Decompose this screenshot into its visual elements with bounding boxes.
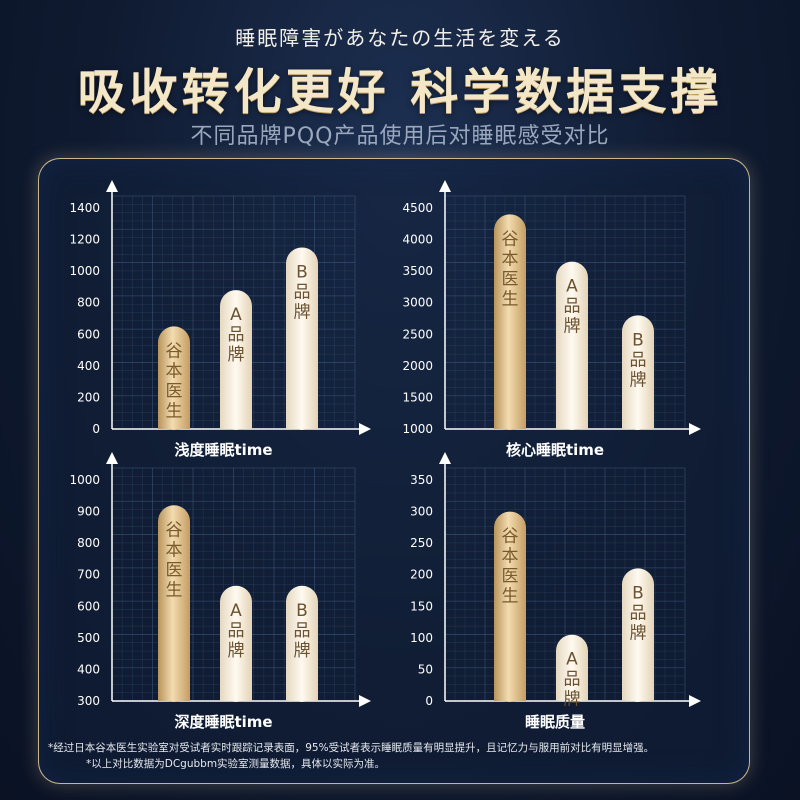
y-tick-label: 200: [410, 568, 433, 582]
page-subtitle: 不同品牌PQQ产品使用后对睡眠感受对比: [190, 124, 610, 149]
y-tick-label: 400: [77, 359, 100, 373]
y-tick-label: 0: [92, 422, 100, 436]
bar-base: [286, 685, 318, 701]
bar-base: [220, 413, 252, 429]
page-kicker: 睡眠障害があなたの生活を変える: [235, 26, 565, 50]
chart-title: 核心睡眠time: [506, 441, 604, 459]
y-tick-label: 1500: [402, 390, 433, 404]
y-tick-label: 300: [410, 505, 433, 519]
y-tick-label: 350: [410, 473, 433, 487]
bar-label: B 品牌: [294, 262, 311, 322]
footnotes: *经过日本谷本医生实验室对受试者实时跟踪记录表面，95%受试者表示睡眠质量有明显…: [48, 740, 748, 772]
y-tick-label: 150: [410, 599, 433, 613]
bar-3: [622, 568, 654, 702]
chart-3: 1000 900 800 700 600 500 400 300 谷本医生 A 品牌 B 品牌深度睡眠t…: [69, 452, 371, 731]
bar-1: [494, 511, 526, 702]
y-tick-label: 2500: [402, 327, 433, 341]
bar-label: B 品牌: [294, 601, 311, 661]
y-tick-label: 700: [77, 568, 100, 582]
y-tick-label: 1000: [69, 473, 100, 487]
footnote-1: *经过日本谷本医生实验室对受试者实时跟踪记录表面，95%受试者表示睡眠质量有明显…: [48, 742, 655, 754]
y-tick-label: 3000: [402, 296, 433, 310]
y-tick-label: 500: [77, 631, 100, 645]
bar-label: A 品牌: [564, 650, 581, 710]
y-tick-label: 600: [77, 327, 100, 341]
bar-2: [220, 585, 252, 702]
bar-base: [494, 685, 526, 701]
bar-label: A 品牌: [564, 277, 581, 337]
bar-1: [494, 214, 526, 430]
bar-2: [556, 261, 588, 430]
chart-2: 4500 4000 3500 3000 2500 2000 1500 1000 谷本医生 A 品牌 B…: [402, 180, 701, 459]
y-tick-label: 100: [410, 631, 433, 645]
bar-1: [158, 505, 190, 702]
footnote-2: *以上对比数据为DCgubbm实验室测量数据，具体以实际为准。: [86, 758, 386, 770]
bar-3: [286, 247, 318, 430]
bar-label: 谷本医生: [502, 229, 519, 309]
bar-base: [494, 413, 526, 429]
y-tick-label: 300: [77, 694, 100, 708]
bar-base: [556, 685, 588, 701]
bar-label: B 品牌: [630, 583, 647, 643]
y-tick-label: 600: [77, 599, 100, 613]
y-tick-label: 800: [77, 536, 100, 550]
bar-label: B 品牌: [630, 330, 647, 390]
y-tick-label: 4500: [402, 201, 433, 215]
y-tick-label: 800: [77, 296, 100, 310]
y-tick-label: 2000: [402, 359, 433, 373]
y-tick-label: 4000: [402, 233, 433, 247]
y-tick-label: 400: [77, 662, 100, 676]
bar-label: 谷本医生: [166, 520, 183, 600]
bar-base: [286, 413, 318, 429]
page-title: 吸收转化更好 科学数据支撑: [77, 64, 723, 120]
y-tick-label: 250: [410, 536, 433, 550]
y-tick-label: 1400: [69, 201, 100, 215]
chart-title: 睡眠质量: [525, 713, 585, 731]
bar-base: [622, 413, 654, 429]
y-tick-label: 1000: [69, 264, 100, 278]
bar-base: [158, 413, 190, 429]
chart-1: 1400 1200 1000 800 600 400 200 0 谷本医生 A 品牌 B 品牌浅度睡眠t…: [69, 180, 371, 459]
bar-base: [158, 685, 190, 701]
chart-title: 浅度睡眠time: [174, 441, 272, 459]
bar-label: 谷本医生: [166, 341, 183, 421]
bar-2: [220, 290, 252, 430]
y-tick-label: 1200: [69, 233, 100, 247]
bar-3: [622, 315, 654, 430]
y-tick-label: 1000: [402, 422, 433, 436]
y-tick-label: 0: [425, 694, 433, 708]
bar-label: 谷本医生: [502, 527, 519, 607]
bar-base: [220, 685, 252, 701]
bar-label: A 品牌: [228, 601, 245, 661]
chart-title: 深度睡眠time: [174, 713, 272, 731]
bar-base: [622, 685, 654, 701]
bar-label: A 品牌: [228, 305, 245, 365]
y-tick-label: 200: [77, 390, 100, 404]
bar-3: [286, 585, 318, 702]
y-tick-label: 3500: [402, 264, 433, 278]
bar-base: [556, 413, 588, 429]
y-tick-label: 900: [77, 505, 100, 519]
y-tick-label: 50: [418, 662, 433, 676]
bar-1: [158, 326, 190, 430]
